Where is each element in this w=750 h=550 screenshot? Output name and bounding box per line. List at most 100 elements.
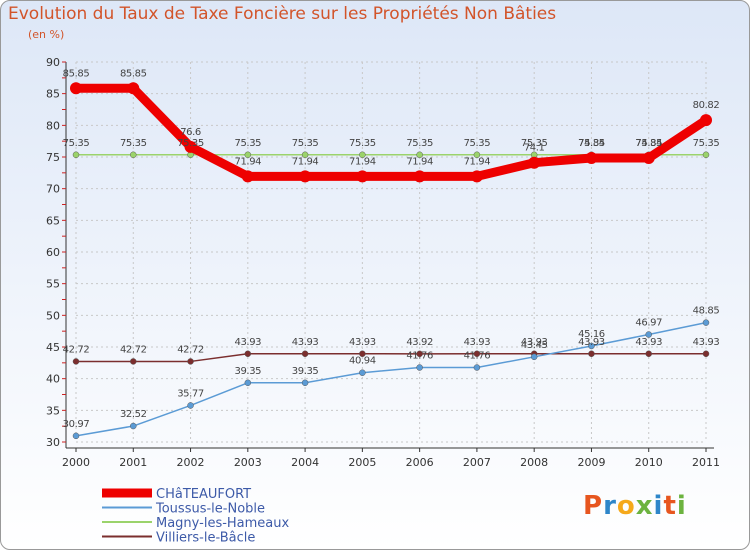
y-tick-label: 90 xyxy=(46,56,60,69)
data-point-toussus-le-noble xyxy=(530,353,538,361)
data-label-cha-teaufort: 80.82 xyxy=(693,100,720,111)
y-tick-label: 85 xyxy=(46,88,60,101)
logo-letter: i xyxy=(676,491,687,521)
data-point-cha-teaufort xyxy=(700,114,712,127)
data-label-toussus-le-noble: 30.97 xyxy=(63,419,90,430)
x-tick-label: 2006 xyxy=(406,456,434,469)
data-point-cha-teaufort xyxy=(70,82,82,95)
y-tick-label: 70 xyxy=(46,183,60,196)
data-point-magny-les-hameaux xyxy=(702,151,710,159)
data-point-toussus-le-noble xyxy=(416,364,423,371)
data-label-cha-teaufort: 85.85 xyxy=(63,68,90,79)
data-point-villiers-le-ba-cle xyxy=(588,350,595,358)
legend-label-magny-les-hameaux: Magny-les-Hameaux xyxy=(156,516,290,531)
y-tick-label: 35 xyxy=(46,404,60,417)
logo-letter: t xyxy=(663,491,677,521)
data-label-villiers-le-ba-cle: 42.72 xyxy=(120,344,147,355)
data-label-toussus-le-noble: 41.76 xyxy=(406,351,433,362)
data-label-toussus-le-noble: 46.97 xyxy=(635,318,662,329)
data-point-toussus-le-noble xyxy=(187,402,194,409)
data-point-cha-teaufort xyxy=(470,170,483,183)
data-label-villiers-le-ba-cle: 43.93 xyxy=(349,337,376,348)
y-tick-label: 45 xyxy=(46,341,60,354)
x-tick-label: 2009 xyxy=(577,456,605,469)
data-label-cha-teaufort: 71.94 xyxy=(464,156,491,167)
chart-subtitle: (en %) xyxy=(28,28,65,41)
data-label-toussus-le-noble: 40.94 xyxy=(349,356,376,367)
y-tick-label: 80 xyxy=(46,119,60,132)
data-label-layer: 85.85 85.85 76.6 71.94 71.94 71.94 71.94 71.94 7… xyxy=(63,68,720,430)
data-label-magny-les-hameaux: 75.35 xyxy=(578,138,605,149)
series-line-villiers-le-ba-cle xyxy=(75,353,707,363)
data-point-cha-teaufort xyxy=(299,170,312,183)
data-label-cha-teaufort: 71.94 xyxy=(292,156,319,167)
data-point-villiers-le-ba-cle xyxy=(645,350,652,358)
data-label-magny-les-hameaux: 75.35 xyxy=(234,138,261,149)
data-label-toussus-le-noble: 35.77 xyxy=(177,388,204,399)
x-tick-label: 2005 xyxy=(348,456,376,469)
axis-layer: 30 35 40 45 50 55 60 65 70 75 80 85 90 2000 2001 2002 20… xyxy=(46,56,720,469)
x-tick-label: 2001 xyxy=(119,456,147,469)
x-tick-label: 2007 xyxy=(463,456,491,469)
y-tick-label: 55 xyxy=(46,278,60,291)
data-label-villiers-le-ba-cle: 42.72 xyxy=(177,344,204,355)
data-label-villiers-le-ba-cle: 43.93 xyxy=(578,337,605,348)
data-label-toussus-le-noble: 48.85 xyxy=(693,306,720,317)
y-tick-label: 60 xyxy=(46,246,60,259)
logo-letter: x xyxy=(635,491,654,521)
data-label-magny-les-hameaux: 75.35 xyxy=(63,138,90,149)
data-point-magny-les-hameaux xyxy=(72,151,80,159)
y-tick-label: 30 xyxy=(46,436,60,449)
x-tick-label: 2004 xyxy=(291,456,319,469)
data-label-magny-les-hameaux: 75.35 xyxy=(521,138,548,149)
data-label-villiers-le-ba-cle: 43.93 xyxy=(292,337,319,348)
data-point-magny-les-hameaux xyxy=(359,151,366,159)
data-point-cha-teaufort xyxy=(241,170,254,183)
data-point-cha-teaufort xyxy=(413,170,426,183)
x-tick-label: 2011 xyxy=(692,456,720,469)
legend-label-cha-teaufort: CHâTEAUFORT xyxy=(156,487,251,502)
data-label-magny-les-hameaux: 75.35 xyxy=(693,138,720,149)
data-point-toussus-le-noble xyxy=(473,364,481,371)
chart-title: Evolution du Taux de Taxe Foncière sur l… xyxy=(8,4,557,24)
data-point-toussus-le-noble xyxy=(588,342,595,350)
data-label-toussus-le-noble: 32.52 xyxy=(120,409,147,420)
data-label-magny-les-hameaux: 75.35 xyxy=(177,138,204,149)
data-label-cha-teaufort: 74.84 xyxy=(635,138,662,149)
data-point-cha-teaufort xyxy=(585,152,598,165)
data-label-toussus-le-noble: 39.35 xyxy=(292,366,319,377)
data-point-magny-les-hameaux xyxy=(244,151,252,159)
data-point-villiers-le-ba-cle xyxy=(187,358,194,365)
data-point-toussus-le-noble xyxy=(359,369,366,376)
x-tick-label: 2010 xyxy=(635,456,663,469)
data-label-magny-les-hameaux: 75.35 xyxy=(406,138,433,149)
grid-layer xyxy=(75,61,707,443)
data-point-villiers-le-ba-cle xyxy=(72,358,80,365)
series-line-toussus-le-noble xyxy=(75,321,707,437)
legend-label-villiers-le-ba-cle: Villiers-le-Bâcle xyxy=(156,531,255,546)
series-layer xyxy=(70,82,712,440)
y-tick-label: 65 xyxy=(46,214,60,227)
x-tick-label: 2000 xyxy=(62,456,90,469)
y-tick-label: 75 xyxy=(46,151,60,164)
data-point-magny-les-hameaux xyxy=(473,151,481,159)
data-point-villiers-le-ba-cle xyxy=(473,350,481,358)
data-point-cha-teaufort xyxy=(184,140,197,153)
data-label-villiers-le-ba-cle: 43.93 xyxy=(464,337,491,348)
data-point-villiers-le-ba-cle xyxy=(416,350,423,358)
data-point-toussus-le-noble xyxy=(72,432,80,440)
data-point-toussus-le-noble xyxy=(244,379,252,387)
data-label-magny-les-hameaux: 75.35 xyxy=(292,138,319,149)
data-point-cha-teaufort xyxy=(528,156,541,169)
data-label-magny-les-hameaux: 75.35 xyxy=(635,138,662,149)
data-point-toussus-le-noble xyxy=(702,319,710,326)
data-point-toussus-le-noble xyxy=(301,379,309,387)
proxiti-logo: Proxiti xyxy=(583,491,687,521)
data-point-cha-teaufort xyxy=(356,170,369,183)
data-label-cha-teaufort: 71.94 xyxy=(349,156,376,167)
series-line-cha-teaufort xyxy=(71,83,711,181)
data-label-villiers-le-ba-cle: 43.92 xyxy=(406,337,433,348)
data-label-magny-les-hameaux: 75.35 xyxy=(464,138,491,149)
